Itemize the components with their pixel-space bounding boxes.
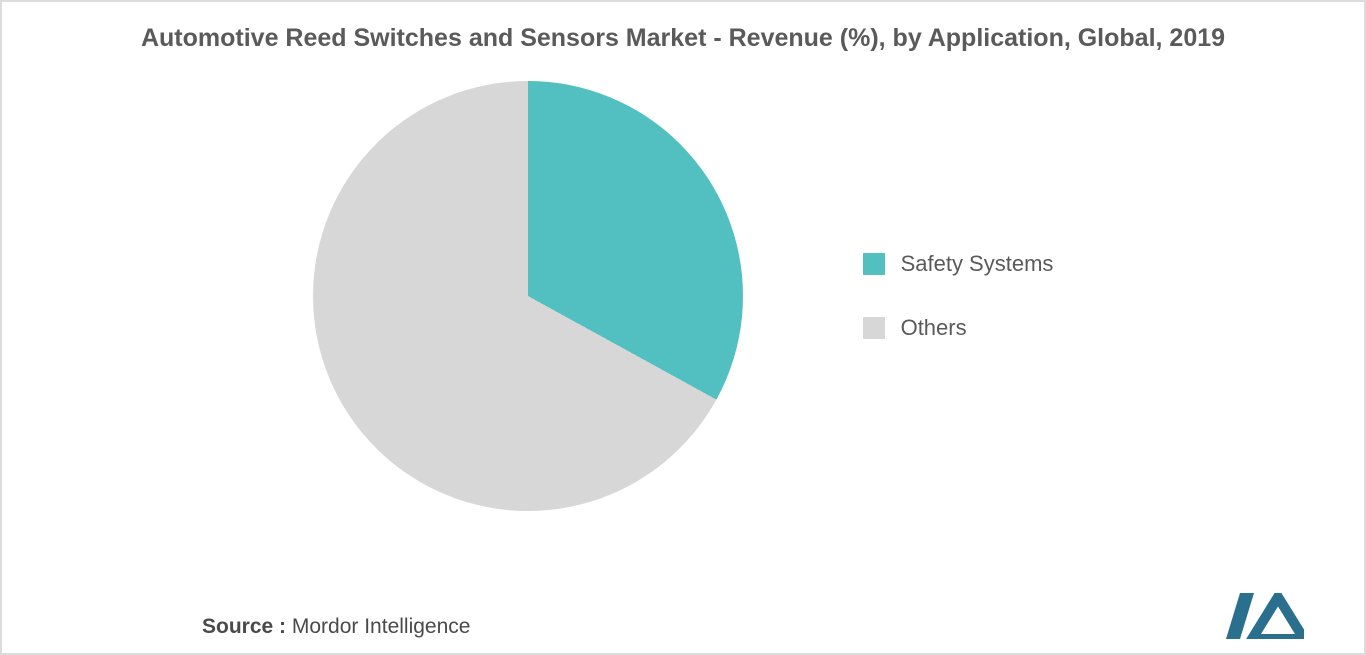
legend-swatch-icon (863, 253, 885, 275)
footer: Source : Mordor Intelligence (2, 593, 1364, 639)
chart-frame: Automotive Reed Switches and Sensors Mar… (0, 0, 1366, 655)
legend-label: Safety Systems (901, 251, 1054, 277)
source-line: Source : Mordor Intelligence (202, 615, 470, 639)
legend-label: Others (901, 315, 967, 341)
chart-title: Automotive Reed Switches and Sensors Mar… (42, 22, 1324, 56)
source-label: Source : (202, 615, 286, 638)
legend-swatch-icon (863, 317, 885, 339)
pie-chart (313, 81, 743, 511)
legend-item-others: Others (863, 315, 1054, 341)
pie-graphic (313, 81, 743, 511)
legend: Safety Systems Others (863, 251, 1054, 341)
mordor-logo-icon (1226, 593, 1304, 639)
source-value: Mordor Intelligence (292, 615, 471, 638)
chart-body: Safety Systems Others (42, 66, 1324, 526)
legend-item-safety-systems: Safety Systems (863, 251, 1054, 277)
